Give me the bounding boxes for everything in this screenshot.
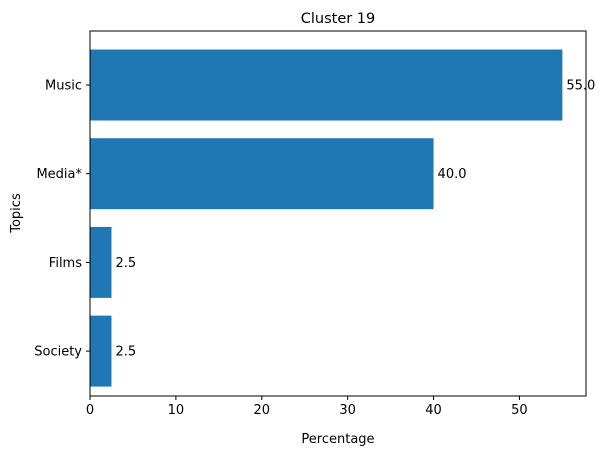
chart-title: Cluster 19 — [301, 11, 376, 27]
value-label-1: 40.0 — [438, 167, 467, 182]
x-tick-label-0: 0 — [86, 403, 94, 418]
plot-frame — [89, 30, 587, 397]
x-tick-label-2: 20 — [254, 403, 271, 418]
bar-3 — [90, 315, 112, 387]
bar-2 — [90, 226, 112, 298]
value-label-0: 55.0 — [566, 79, 595, 94]
x-tick-label-3: 30 — [339, 403, 356, 418]
y-tick-label-1: Media* — [36, 167, 82, 182]
y-tick-label-2: Films — [49, 256, 82, 271]
bar-1 — [90, 138, 434, 210]
value-label-2: 2.5 — [115, 256, 136, 271]
value-label-3: 2.5 — [115, 345, 136, 360]
x-axis-label: Percentage — [301, 432, 374, 447]
x-tick-label-4: 40 — [425, 403, 442, 418]
y-axis-ticks: Music Media* Films Society — [34, 79, 90, 360]
y-tick-label-3: Society — [34, 345, 82, 360]
x-axis-ticks: 0 10 20 30 40 50 — [86, 396, 528, 418]
y-axis-label: Topics — [9, 193, 24, 234]
bars-group — [90, 49, 563, 387]
x-tick-label-5: 50 — [511, 403, 528, 418]
value-labels-group: 55.0 40.0 2.5 2.5 — [115, 79, 595, 360]
bar-0 — [90, 49, 563, 121]
x-tick-label-1: 10 — [168, 403, 185, 418]
y-tick-label-0: Music — [45, 79, 82, 94]
